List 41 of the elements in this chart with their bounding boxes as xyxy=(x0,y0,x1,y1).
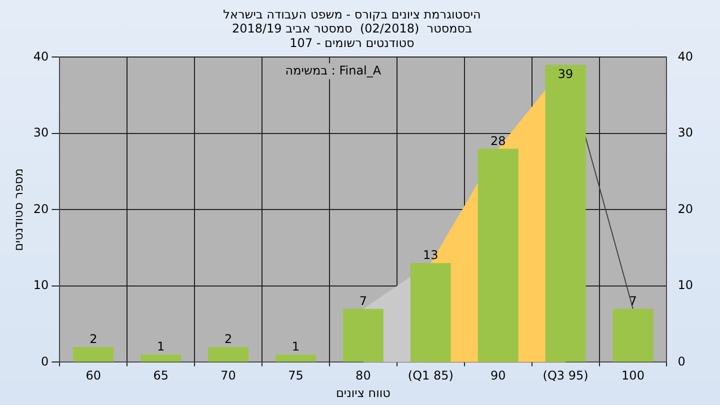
x-tick-label: 80 xyxy=(356,368,371,383)
bar xyxy=(276,354,316,362)
x-tick-label: 70 xyxy=(220,368,236,383)
y2-tick-label: 10 xyxy=(678,278,694,292)
data-label: 28 xyxy=(490,134,506,148)
y2-tick-label: 0 xyxy=(678,354,686,368)
data-label: 7 xyxy=(359,294,368,308)
y-tick-label: 40 xyxy=(33,49,49,64)
bar xyxy=(478,148,518,362)
annotation: במשימה : Final_A xyxy=(285,63,382,78)
x-tick-label: 90 xyxy=(490,368,506,383)
y2-tick-label: 40 xyxy=(678,49,694,64)
data-label: 2 xyxy=(90,332,98,346)
y-tick-label: 0 xyxy=(41,354,49,368)
text: בסמסטר (02/2018) סמסטר אביב 2018/19 xyxy=(232,22,472,36)
bar xyxy=(545,64,586,362)
y2-tick-label: 20 xyxy=(678,202,694,216)
data-label: 2 xyxy=(224,332,232,346)
bar xyxy=(208,346,249,362)
data-label: 39 xyxy=(558,66,574,81)
y2-tick-label: 30 xyxy=(678,126,694,140)
text: היסטוגרמת ציונים בקורס - משפט העבודה בישראל xyxy=(223,7,481,22)
bar xyxy=(73,346,114,362)
bar xyxy=(612,308,654,362)
y-tick-label: 10 xyxy=(33,278,49,292)
bar xyxy=(342,308,384,362)
x-axis-title: טווח ציונים xyxy=(336,386,391,400)
y-tick-label: 20 xyxy=(33,202,49,216)
data-label: 1 xyxy=(292,340,300,354)
y-axis-title: מספר סטודנטים xyxy=(11,168,26,252)
x-tick-label: 65 xyxy=(153,368,168,383)
x-tick-label: 60 xyxy=(86,368,102,383)
x-tick-label: 75 xyxy=(288,368,304,383)
x-tick-label: (Q1 85) xyxy=(408,368,454,383)
x-tick-label: (Q3 95) xyxy=(542,368,588,383)
x-tick-label: 100 xyxy=(622,368,644,383)
bar xyxy=(140,354,182,362)
text: סטודנטים רשומים - 107 xyxy=(290,36,414,50)
y-tick-label: 30 xyxy=(33,126,49,140)
data-label: 13 xyxy=(423,248,438,262)
data-label: 1 xyxy=(157,340,165,354)
